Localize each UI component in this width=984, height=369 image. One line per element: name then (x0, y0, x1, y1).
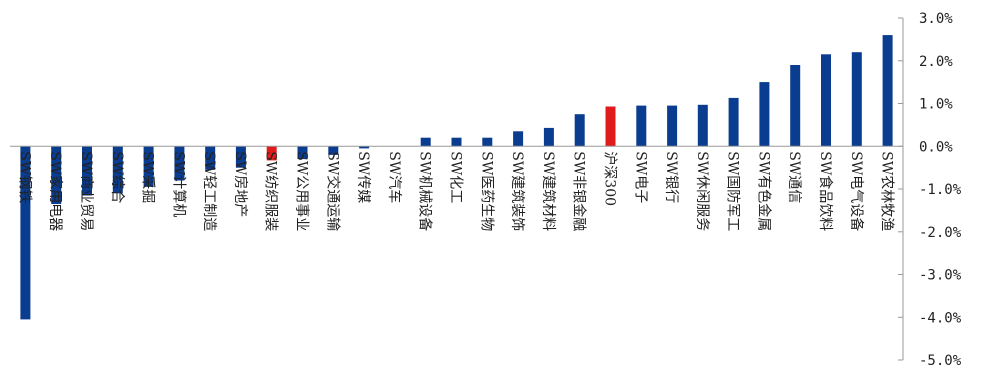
bar (605, 106, 616, 147)
bar (790, 65, 801, 147)
y-tick-label: -2.0% (919, 225, 962, 241)
category-label: SW纺织服装 (263, 151, 279, 231)
category-label: SW化工 (448, 151, 464, 203)
category-label: SW传媒 (355, 151, 371, 203)
bar (636, 105, 647, 147)
category-label: SW电气设备 (848, 151, 865, 231)
category-label: SW商业贸易 (78, 151, 94, 231)
bar (20, 146, 31, 320)
bar (759, 82, 770, 147)
bar (882, 35, 893, 147)
y-tick-label: 3.0% (919, 11, 953, 27)
category-label: SW采掘 (140, 151, 156, 203)
bar (51, 146, 62, 204)
bar (359, 146, 370, 149)
bar (482, 137, 493, 147)
y-tick-label: -4.0% (919, 310, 962, 326)
y-tick-label: -1.0% (919, 182, 962, 198)
bar (697, 104, 708, 147)
y-tick-label: 0.0% (919, 139, 953, 155)
category-label: SW房地产 (232, 151, 248, 217)
category-label: 沪深300 (602, 151, 618, 206)
category-label: SW公用事业 (294, 151, 310, 231)
category-label: SW银行 (663, 151, 679, 203)
category-label: SW农林牧渔 (879, 151, 895, 231)
category-label: SW电子 (632, 151, 648, 203)
bar (574, 114, 585, 147)
bar (205, 146, 216, 170)
category-label: SW休闲服务 (694, 151, 710, 231)
category-label: SW有色金属 (755, 151, 772, 231)
bar (174, 146, 185, 181)
y-tick-label: 1.0% (919, 97, 953, 113)
y-axis: 3.0% 2.0% 1.0% 0.0% -1.0% -2.0% -3.0% -4.0% -5.0… (898, 11, 962, 369)
y-tick-label: -5.0% (919, 353, 962, 369)
bar (451, 137, 462, 147)
bar (297, 146, 308, 160)
y-tick-label: -3.0% (919, 268, 962, 284)
bar (143, 146, 154, 187)
bar (82, 146, 92, 196)
bar (543, 127, 554, 147)
category-label: SW非银金融 (571, 151, 587, 231)
category-labels: SW钢铁 SW家用电器 SW商业贸易 SW综合 SW采掘 SW计算机 SW轻工制造 SW房地产… (16, 151, 894, 231)
bars-group (20, 35, 893, 320)
category-label: SW交通运输 (324, 151, 341, 231)
bar (235, 146, 246, 168)
category-label: SW钢铁 (16, 151, 32, 203)
bar (513, 131, 524, 147)
bar (420, 137, 431, 147)
bar (821, 54, 831, 147)
category-label: SW国防军工 (725, 151, 741, 231)
category-label: SW建筑装饰 (509, 151, 525, 231)
bar (328, 146, 339, 155)
category-label: SW综合 (109, 151, 125, 203)
bar (112, 146, 123, 194)
category-label: SW轻工制造 (201, 151, 217, 231)
category-label: SW通信 (786, 151, 802, 203)
category-label: SW医药生物 (478, 151, 494, 231)
category-label: SW建筑材料 (540, 151, 556, 231)
bar (266, 146, 277, 161)
category-label: SW机械设备 (417, 151, 434, 231)
bar (728, 97, 739, 147)
category-label: SW家用电器 (47, 151, 64, 231)
category-label: SW汽车 (386, 151, 403, 203)
category-label: SW食品饮料 (817, 151, 834, 231)
y-tick-label: 2.0% (919, 54, 953, 70)
bar (667, 105, 678, 147)
bar (851, 52, 862, 147)
category-label: SW计算机 (170, 151, 186, 217)
